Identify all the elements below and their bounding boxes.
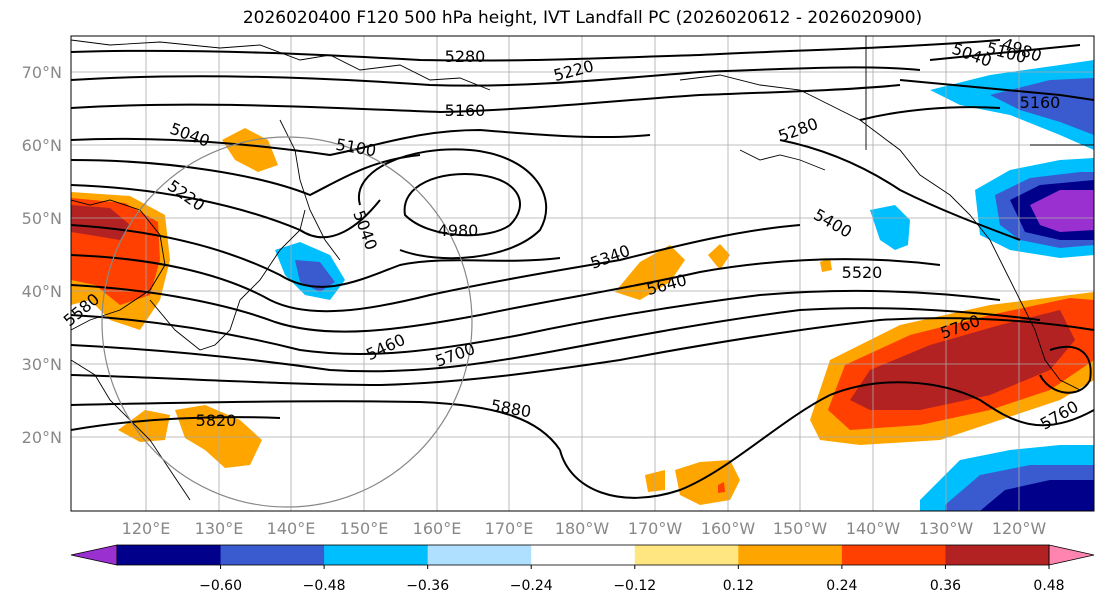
grid-lines: [71, 36, 1094, 511]
latitude-label: 40°N: [22, 282, 62, 301]
colorbar-tick-label: −0.36: [406, 578, 449, 594]
latitude-label: 60°N: [22, 136, 62, 155]
latitude-label: 30°N: [22, 355, 62, 374]
latitude-label: 20°N: [22, 428, 62, 447]
colorbar-segment: [634, 545, 739, 565]
contour-label: 4980: [438, 221, 479, 240]
longitude-label: 160°E: [413, 519, 462, 538]
map-panel: [71, 36, 1094, 511]
longitude-label: 140°W: [846, 519, 901, 538]
longitude-label: 170°W: [628, 519, 683, 538]
colorbar-segment: [945, 545, 1050, 565]
colorbar-extend-low: [70, 544, 118, 566]
colorbar-segment: [841, 545, 946, 565]
longitude-label: 120°W: [992, 519, 1047, 538]
longitude-label: 120°E: [122, 519, 171, 538]
coastlines: [71, 36, 1094, 501]
latitude-label: 70°N: [22, 63, 62, 82]
latitude-label: 50°N: [22, 209, 62, 228]
longitude-label: 170°E: [485, 519, 534, 538]
longitude-label: 130°E: [195, 519, 244, 538]
longitude-label: 130°W: [919, 519, 974, 538]
map-frame: [70, 35, 1095, 512]
longitude-labels: 120°E 130°E 140°E 150°E 160°E 170°E 180°W 170°W…: [122, 519, 1047, 538]
longitude-label: 140°E: [267, 519, 316, 538]
colorbar-tick-label: 0.24: [826, 578, 857, 594]
colorbar-segment: [324, 545, 429, 565]
colorbar: −0.60 −0.48 −0.36 −0.24 −0.12 0.12 0.24 0.36 0.4…: [70, 544, 1095, 594]
colorbar-tick-label: −0.60: [199, 578, 242, 594]
latitude-labels: 70°N 60°N 50°N 40°N 30°N 20°N: [22, 63, 62, 447]
colorbar-frame: [116, 544, 1050, 566]
colorbar-tick-label: 0.48: [1033, 578, 1064, 594]
height-contours: [71, 39, 1094, 499]
contour-label: 5520: [842, 263, 883, 282]
colorbar-segment: [117, 545, 222, 565]
colorbar-segment: [220, 545, 325, 565]
contour-label: 5280: [445, 47, 486, 66]
contour-label: 5160: [1020, 93, 1061, 112]
longitude-label: 150°E: [340, 519, 389, 538]
colorbar-tick-label: 0.12: [723, 578, 754, 594]
distance-ring: [101, 136, 473, 508]
colorbar-tick-label: −0.24: [510, 578, 553, 594]
colorbar-segment: [531, 545, 636, 565]
colorbar-tick-label: −0.48: [303, 578, 346, 594]
colorbar-extend-high: [1048, 544, 1095, 566]
contour-label: 5160: [445, 101, 486, 120]
colorbar-tick-label: 0.36: [930, 578, 961, 594]
colorbar-segment: [738, 545, 843, 565]
longitude-label: 180°W: [555, 519, 610, 538]
map-title: 2026020400 F120 500 hPa height, IVT Land…: [242, 8, 923, 28]
colorbar-segment: [427, 545, 532, 565]
contour-label: 5820: [196, 411, 237, 430]
longitude-label: 160°W: [701, 519, 756, 538]
longitude-label: 150°W: [773, 519, 828, 538]
colorbar-tick-label: −0.12: [613, 578, 656, 594]
